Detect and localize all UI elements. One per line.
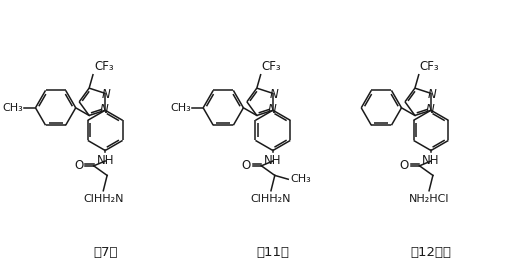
Text: N: N xyxy=(268,103,276,116)
Text: O: O xyxy=(242,159,251,172)
Text: CH₃: CH₃ xyxy=(170,103,191,113)
Text: NH: NH xyxy=(422,154,440,167)
Text: NH: NH xyxy=(96,154,114,167)
Text: O: O xyxy=(400,159,409,172)
Text: N: N xyxy=(426,103,434,116)
Text: CF₃: CF₃ xyxy=(262,60,281,73)
Text: CF₃: CF₃ xyxy=(94,60,113,73)
Text: （11）: （11） xyxy=(256,246,290,259)
Text: N: N xyxy=(269,88,278,101)
Text: N: N xyxy=(102,88,111,101)
Text: CF₃: CF₃ xyxy=(420,60,439,73)
Text: （7）: （7） xyxy=(93,246,118,259)
Text: N: N xyxy=(100,103,109,116)
Text: NH₂HCl: NH₂HCl xyxy=(409,193,449,203)
Text: ClHH₂N: ClHH₂N xyxy=(251,193,291,203)
Text: NH: NH xyxy=(264,154,282,167)
Text: O: O xyxy=(74,159,83,172)
Text: CH₃: CH₃ xyxy=(290,174,311,184)
Text: ClHH₂N: ClHH₂N xyxy=(83,193,124,203)
Text: CH₃: CH₃ xyxy=(2,103,23,113)
Text: N: N xyxy=(427,88,436,101)
Text: （12）。: （12）。 xyxy=(410,246,451,259)
